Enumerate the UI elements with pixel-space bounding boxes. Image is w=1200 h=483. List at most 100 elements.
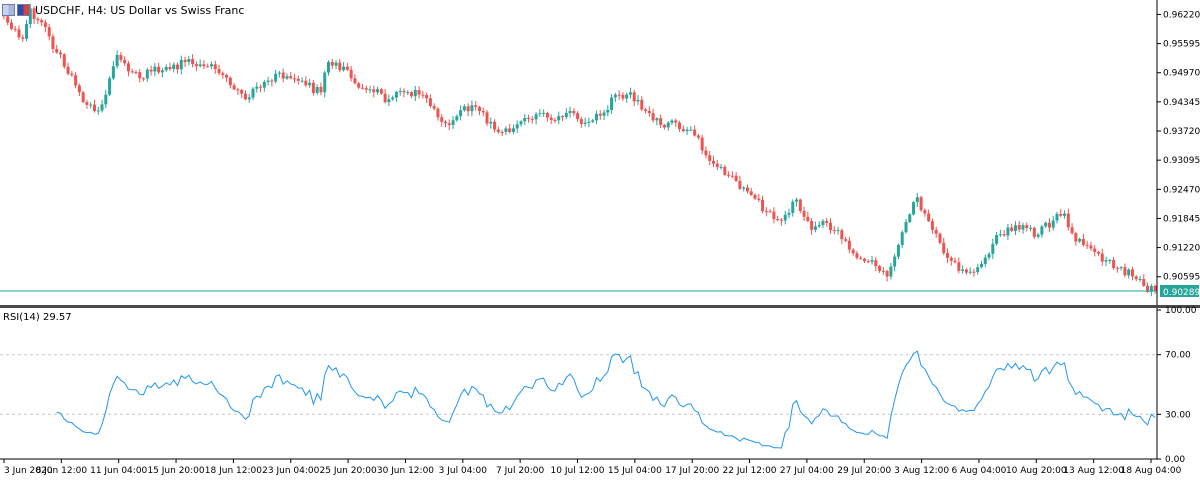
candle-body bbox=[625, 94, 629, 99]
candle-body bbox=[334, 62, 338, 66]
current-price-tag-text: 0.90289 bbox=[1163, 288, 1200, 298]
candle-body bbox=[134, 72, 138, 74]
candle-body bbox=[232, 85, 236, 90]
candle-body bbox=[949, 257, 953, 261]
candle-body bbox=[202, 64, 206, 67]
candle-body bbox=[632, 92, 636, 102]
candle-body bbox=[13, 28, 17, 30]
candle-body bbox=[111, 66, 115, 79]
candle-body bbox=[444, 121, 448, 124]
candle-body bbox=[213, 64, 217, 70]
time-axis-label: 23 Jun 04:00 bbox=[262, 466, 319, 476]
candle-body bbox=[961, 269, 965, 271]
candle-body bbox=[847, 240, 851, 250]
candle-body bbox=[330, 62, 334, 66]
candle-body bbox=[776, 219, 780, 221]
candle-body bbox=[1002, 234, 1006, 236]
price-axis-label: 0.94970 bbox=[1163, 69, 1200, 79]
candle-body bbox=[172, 64, 176, 70]
candle-body bbox=[783, 214, 787, 221]
candle-body bbox=[432, 106, 436, 109]
candle-body bbox=[689, 129, 693, 131]
candle-body bbox=[1025, 225, 1029, 229]
candle-body bbox=[251, 88, 255, 98]
candle-body bbox=[1134, 276, 1138, 280]
time-axis-label: 3 Jun 2020 bbox=[4, 466, 53, 476]
rsi-axis-label: 0.00 bbox=[1165, 455, 1185, 465]
candle-body bbox=[1032, 227, 1036, 237]
candle-body bbox=[92, 104, 96, 111]
candle-body bbox=[594, 113, 598, 121]
candle-body bbox=[889, 266, 893, 277]
candle-body bbox=[142, 78, 146, 80]
time-axis-label: 15 Jul 04:00 bbox=[608, 466, 662, 476]
candle-body bbox=[734, 175, 738, 181]
candle-body bbox=[425, 95, 429, 99]
candle-body bbox=[130, 71, 134, 73]
candle-body bbox=[32, 8, 36, 19]
candle-body bbox=[191, 58, 195, 65]
candle-body bbox=[391, 97, 395, 100]
candle-body bbox=[647, 110, 651, 114]
candle-body bbox=[36, 18, 40, 21]
candle-body bbox=[236, 89, 240, 91]
time-axis-label: 25 Jun 20:00 bbox=[320, 466, 377, 476]
price-axis-label: 0.93720 bbox=[1163, 127, 1200, 137]
candle-body bbox=[421, 94, 425, 96]
candle-body bbox=[791, 201, 795, 213]
candle-body bbox=[1055, 213, 1059, 221]
candle-body bbox=[549, 117, 553, 120]
candle-body bbox=[228, 77, 232, 86]
candle-body bbox=[1017, 225, 1021, 230]
candle-body bbox=[406, 92, 410, 94]
candle-body bbox=[9, 22, 13, 29]
candle-body bbox=[77, 85, 81, 93]
candle-body bbox=[979, 263, 983, 268]
candle-body bbox=[1096, 251, 1100, 254]
candle-body bbox=[62, 54, 66, 67]
candle-body bbox=[628, 92, 632, 95]
candle-body bbox=[1108, 260, 1112, 262]
candle-body bbox=[659, 118, 663, 125]
candle-body bbox=[896, 244, 900, 257]
candle-body bbox=[455, 116, 459, 121]
candle-body bbox=[6, 16, 10, 23]
candle-body bbox=[942, 242, 946, 254]
candle-body bbox=[1146, 285, 1150, 292]
candle-body bbox=[640, 99, 644, 110]
candle-body bbox=[1070, 227, 1074, 234]
candle-body bbox=[930, 221, 934, 230]
candle-body bbox=[387, 99, 391, 103]
candle-body bbox=[995, 235, 999, 244]
candle-body bbox=[836, 230, 840, 232]
candle-body bbox=[1029, 227, 1033, 229]
candle-body bbox=[598, 113, 602, 116]
candle-body bbox=[470, 105, 474, 112]
candle-body bbox=[504, 128, 508, 132]
candle-body bbox=[364, 88, 368, 90]
time-axis-label: 8 Jun 12:00 bbox=[36, 466, 88, 476]
candle-body bbox=[749, 191, 753, 195]
candle-body bbox=[621, 94, 625, 99]
candle-body bbox=[708, 155, 712, 161]
candle-body bbox=[198, 64, 202, 67]
candle-body bbox=[662, 124, 666, 128]
chart-grid-icon bbox=[2, 4, 15, 16]
candle-body bbox=[187, 58, 191, 63]
candle-body bbox=[983, 257, 987, 264]
candle-body bbox=[183, 59, 187, 63]
candle-body bbox=[851, 249, 855, 254]
candle-body bbox=[168, 67, 172, 70]
candle-body bbox=[761, 199, 765, 212]
candle-body bbox=[376, 89, 380, 93]
candle-body bbox=[176, 64, 180, 70]
candle-body bbox=[787, 212, 791, 215]
candle-body bbox=[138, 72, 142, 79]
rsi-axis: 100.00 70.00 30.00 0.00 bbox=[1157, 306, 1197, 465]
candle-body bbox=[1093, 248, 1097, 252]
price-axis: 0.96220 0.95595 0.94970 0.94345 0.93720 0.930… bbox=[1157, 10, 1200, 283]
candle-body bbox=[855, 253, 859, 258]
candle-body bbox=[500, 131, 504, 133]
candle-body bbox=[874, 260, 878, 267]
